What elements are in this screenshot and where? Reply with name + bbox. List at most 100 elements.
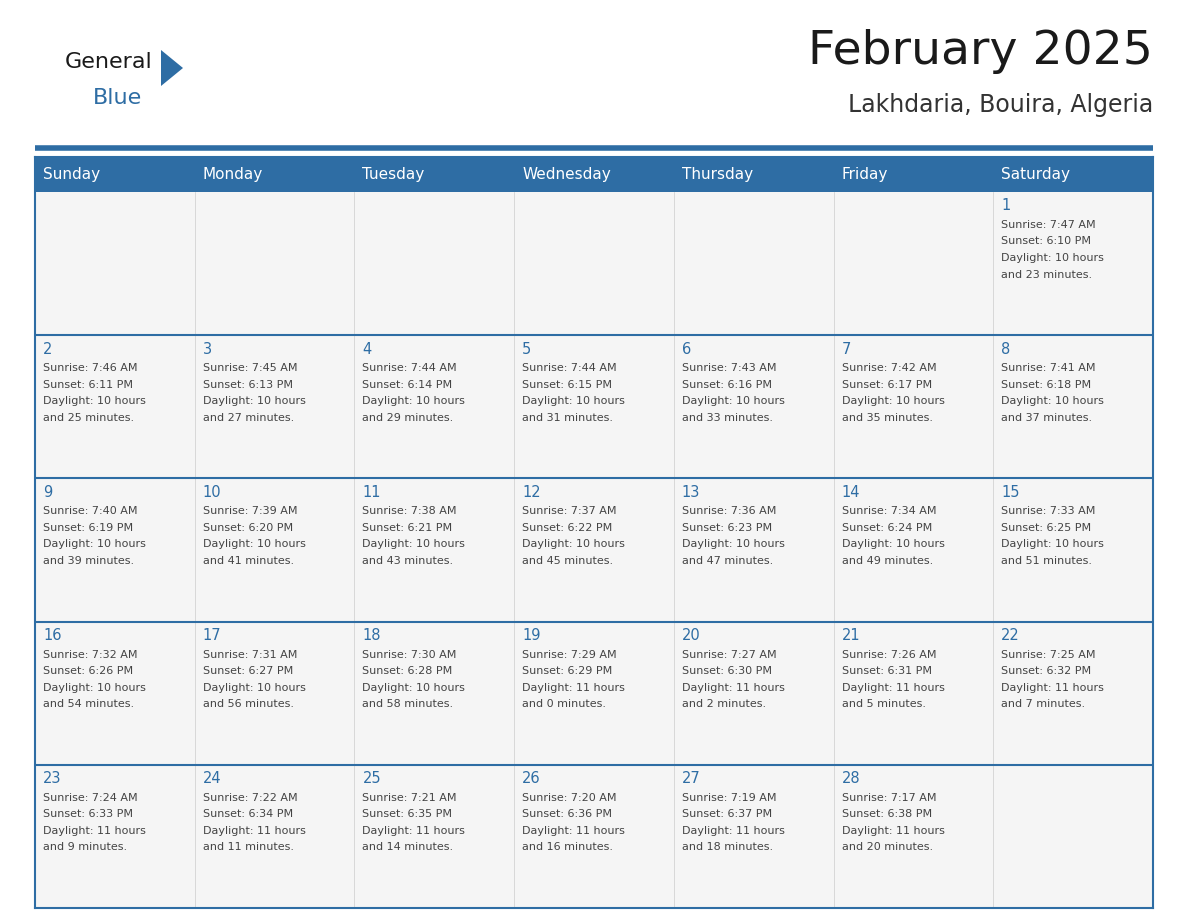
Text: Daylight: 11 hours: Daylight: 11 hours bbox=[841, 826, 944, 835]
Bar bbox=[674, 765, 834, 908]
Text: General: General bbox=[65, 52, 153, 72]
Text: Sunrise: 7:45 AM: Sunrise: 7:45 AM bbox=[203, 364, 297, 374]
Text: 26: 26 bbox=[523, 771, 541, 787]
Bar bbox=[354, 621, 514, 765]
Text: Daylight: 11 hours: Daylight: 11 hours bbox=[203, 826, 305, 835]
Text: 12: 12 bbox=[523, 485, 541, 500]
Text: Sunday: Sunday bbox=[43, 167, 100, 182]
Text: Sunrise: 7:43 AM: Sunrise: 7:43 AM bbox=[682, 364, 776, 374]
Bar bbox=[195, 621, 354, 765]
Text: Lakhdaria, Bouira, Algeria: Lakhdaria, Bouira, Algeria bbox=[848, 93, 1154, 117]
Text: Sunrise: 7:40 AM: Sunrise: 7:40 AM bbox=[43, 507, 138, 517]
Text: Sunset: 6:36 PM: Sunset: 6:36 PM bbox=[523, 810, 612, 819]
Text: 27: 27 bbox=[682, 771, 701, 787]
Text: Sunset: 6:15 PM: Sunset: 6:15 PM bbox=[523, 380, 612, 390]
Text: Sunrise: 7:39 AM: Sunrise: 7:39 AM bbox=[203, 507, 297, 517]
Text: and 29 minutes.: and 29 minutes. bbox=[362, 413, 454, 422]
Text: and 23 minutes.: and 23 minutes. bbox=[1001, 270, 1093, 279]
Text: and 5 minutes.: and 5 minutes. bbox=[841, 700, 925, 709]
Text: 21: 21 bbox=[841, 628, 860, 644]
Text: Daylight: 11 hours: Daylight: 11 hours bbox=[682, 683, 785, 692]
Bar bbox=[195, 765, 354, 908]
Bar bbox=[354, 157, 514, 192]
Text: and 2 minutes.: and 2 minutes. bbox=[682, 700, 766, 709]
Text: Sunset: 6:24 PM: Sunset: 6:24 PM bbox=[841, 523, 931, 533]
Text: Daylight: 10 hours: Daylight: 10 hours bbox=[1001, 540, 1104, 549]
Bar bbox=[34, 478, 195, 621]
Text: Sunrise: 7:30 AM: Sunrise: 7:30 AM bbox=[362, 650, 457, 660]
Text: and 37 minutes.: and 37 minutes. bbox=[1001, 413, 1093, 422]
Text: and 16 minutes.: and 16 minutes. bbox=[523, 843, 613, 852]
Text: Thursday: Thursday bbox=[682, 167, 753, 182]
Text: Sunrise: 7:47 AM: Sunrise: 7:47 AM bbox=[1001, 220, 1095, 230]
Bar bbox=[354, 335, 514, 478]
Bar bbox=[34, 621, 195, 765]
Bar bbox=[514, 157, 674, 192]
Text: Daylight: 10 hours: Daylight: 10 hours bbox=[43, 540, 146, 549]
Text: 24: 24 bbox=[203, 771, 221, 787]
Text: 11: 11 bbox=[362, 485, 381, 500]
Text: Sunrise: 7:29 AM: Sunrise: 7:29 AM bbox=[523, 650, 617, 660]
Text: Daylight: 11 hours: Daylight: 11 hours bbox=[682, 826, 785, 835]
Text: and 45 minutes.: and 45 minutes. bbox=[523, 556, 613, 565]
Bar bbox=[834, 765, 993, 908]
Bar bbox=[514, 192, 674, 335]
Text: 23: 23 bbox=[43, 771, 62, 787]
Text: Daylight: 10 hours: Daylight: 10 hours bbox=[362, 683, 466, 692]
Text: and 49 minutes.: and 49 minutes. bbox=[841, 556, 933, 565]
Text: 3: 3 bbox=[203, 341, 211, 357]
Text: Sunrise: 7:19 AM: Sunrise: 7:19 AM bbox=[682, 793, 776, 803]
Text: and 27 minutes.: and 27 minutes. bbox=[203, 413, 293, 422]
Text: Sunset: 6:11 PM: Sunset: 6:11 PM bbox=[43, 380, 133, 390]
Text: Sunrise: 7:24 AM: Sunrise: 7:24 AM bbox=[43, 793, 138, 803]
Text: Daylight: 10 hours: Daylight: 10 hours bbox=[362, 540, 466, 549]
Text: Sunrise: 7:34 AM: Sunrise: 7:34 AM bbox=[841, 507, 936, 517]
Text: Daylight: 10 hours: Daylight: 10 hours bbox=[203, 540, 305, 549]
Bar bbox=[993, 157, 1154, 192]
Text: Sunset: 6:17 PM: Sunset: 6:17 PM bbox=[841, 380, 931, 390]
Bar bbox=[834, 478, 993, 621]
Bar bbox=[993, 478, 1154, 621]
Text: Daylight: 10 hours: Daylight: 10 hours bbox=[1001, 253, 1104, 263]
Bar bbox=[834, 621, 993, 765]
Text: Daylight: 10 hours: Daylight: 10 hours bbox=[43, 683, 146, 692]
Text: Sunset: 6:18 PM: Sunset: 6:18 PM bbox=[1001, 380, 1092, 390]
Text: Sunset: 6:22 PM: Sunset: 6:22 PM bbox=[523, 523, 612, 533]
Text: and 20 minutes.: and 20 minutes. bbox=[841, 843, 933, 852]
Text: 16: 16 bbox=[43, 628, 62, 644]
Text: Tuesday: Tuesday bbox=[362, 167, 424, 182]
Text: Blue: Blue bbox=[93, 88, 143, 108]
Text: Sunset: 6:27 PM: Sunset: 6:27 PM bbox=[203, 666, 293, 676]
Text: Sunset: 6:29 PM: Sunset: 6:29 PM bbox=[523, 666, 612, 676]
Bar bbox=[674, 335, 834, 478]
Text: 22: 22 bbox=[1001, 628, 1020, 644]
Text: and 47 minutes.: and 47 minutes. bbox=[682, 556, 773, 565]
Polygon shape bbox=[162, 50, 183, 86]
Text: February 2025: February 2025 bbox=[808, 29, 1154, 74]
Text: Sunrise: 7:44 AM: Sunrise: 7:44 AM bbox=[523, 364, 617, 374]
Bar bbox=[674, 621, 834, 765]
Text: Sunrise: 7:44 AM: Sunrise: 7:44 AM bbox=[362, 364, 457, 374]
Text: Sunset: 6:26 PM: Sunset: 6:26 PM bbox=[43, 666, 133, 676]
Bar bbox=[354, 765, 514, 908]
Text: 15: 15 bbox=[1001, 485, 1019, 500]
Text: 6: 6 bbox=[682, 341, 691, 357]
Text: Sunrise: 7:20 AM: Sunrise: 7:20 AM bbox=[523, 793, 617, 803]
Text: Sunset: 6:35 PM: Sunset: 6:35 PM bbox=[362, 810, 453, 819]
Text: and 41 minutes.: and 41 minutes. bbox=[203, 556, 293, 565]
Text: and 58 minutes.: and 58 minutes. bbox=[362, 700, 454, 709]
Text: Sunrise: 7:38 AM: Sunrise: 7:38 AM bbox=[362, 507, 457, 517]
Text: Daylight: 11 hours: Daylight: 11 hours bbox=[43, 826, 146, 835]
Text: Wednesday: Wednesday bbox=[523, 167, 611, 182]
Text: Sunset: 6:31 PM: Sunset: 6:31 PM bbox=[841, 666, 931, 676]
Text: Daylight: 10 hours: Daylight: 10 hours bbox=[523, 397, 625, 406]
Text: Sunrise: 7:42 AM: Sunrise: 7:42 AM bbox=[841, 364, 936, 374]
Text: Sunrise: 7:25 AM: Sunrise: 7:25 AM bbox=[1001, 650, 1095, 660]
Text: and 43 minutes.: and 43 minutes. bbox=[362, 556, 454, 565]
Bar bbox=[674, 192, 834, 335]
Text: Sunset: 6:28 PM: Sunset: 6:28 PM bbox=[362, 666, 453, 676]
Text: 25: 25 bbox=[362, 771, 381, 787]
Text: Daylight: 10 hours: Daylight: 10 hours bbox=[523, 540, 625, 549]
Text: Sunset: 6:23 PM: Sunset: 6:23 PM bbox=[682, 523, 772, 533]
Text: and 35 minutes.: and 35 minutes. bbox=[841, 413, 933, 422]
